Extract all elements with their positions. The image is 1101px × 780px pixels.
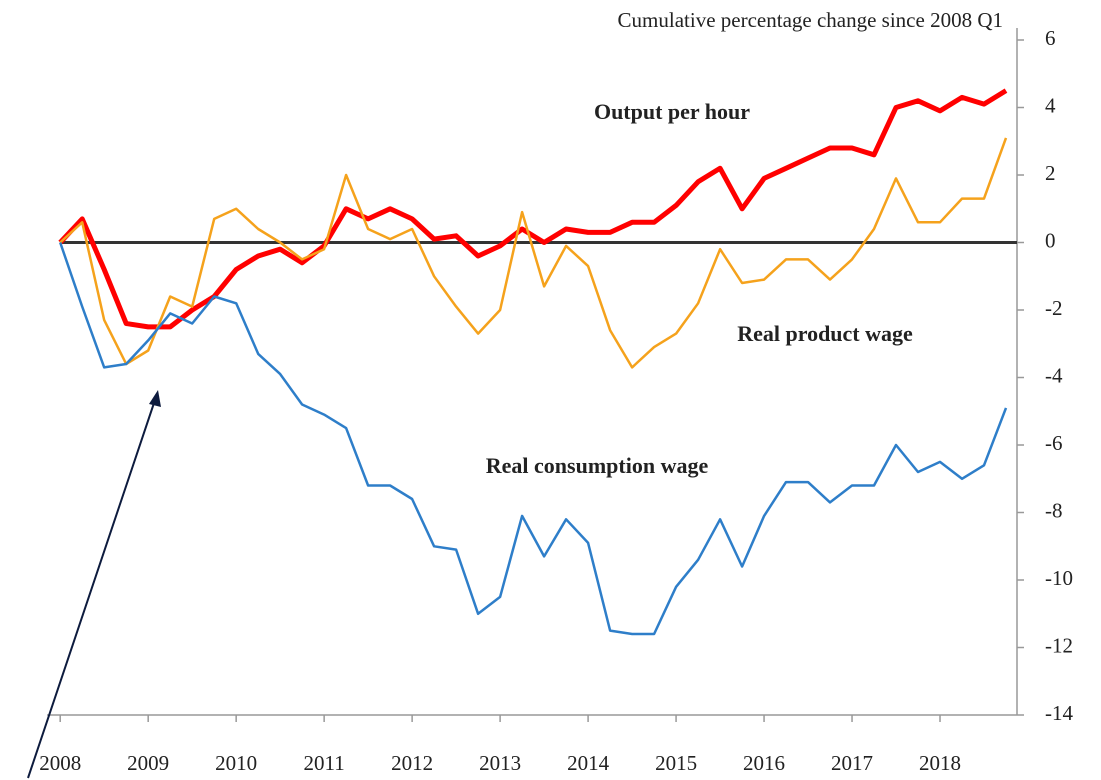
y-tick-label: -10	[1045, 566, 1073, 590]
x-tick-label: 2011	[304, 751, 345, 775]
y-tick-label: -8	[1045, 498, 1063, 522]
series-line	[59, 242, 1008, 636]
x-tick-label: 2015	[655, 751, 697, 775]
y-tick-label: -12	[1045, 633, 1073, 657]
x-tick-label: 2012	[391, 751, 433, 775]
x-tick-label: 2013	[479, 751, 521, 775]
x-tick-label: 2014	[567, 751, 610, 775]
x-tick-label: 2008	[39, 751, 81, 775]
x-tick-label: 2016	[743, 751, 785, 775]
y-tick-label: 4	[1045, 93, 1056, 117]
arrow	[27, 390, 161, 779]
chart-title: Cumulative percentage change since 2008 …	[618, 8, 1003, 32]
series-line	[59, 137, 1008, 369]
series-line	[58, 88, 1008, 330]
y-tick-label: 6	[1045, 26, 1056, 50]
series-label: Output per hour	[594, 99, 750, 124]
y-tick-label: -4	[1045, 363, 1063, 387]
x-tick-label: 2010	[215, 751, 257, 775]
y-tick-label: -14	[1045, 701, 1073, 725]
series-label: Real product wage	[737, 321, 913, 346]
x-tick-label: 2018	[919, 751, 961, 775]
series-label: Real consumption wage	[486, 453, 709, 478]
y-tick-label: -2	[1045, 296, 1063, 320]
x-tick-label: 2009	[127, 751, 169, 775]
y-tick-label: -6	[1045, 431, 1063, 455]
x-tick-label: 2017	[831, 751, 873, 775]
plot-area: 6 4 2 0 -2 -4 -6 -8 -10 -12 -14 2008 2009 2010 2011 201…	[39, 26, 1073, 775]
y-tick-label: 0	[1045, 228, 1056, 252]
y-tick-label: 2	[1045, 161, 1056, 185]
